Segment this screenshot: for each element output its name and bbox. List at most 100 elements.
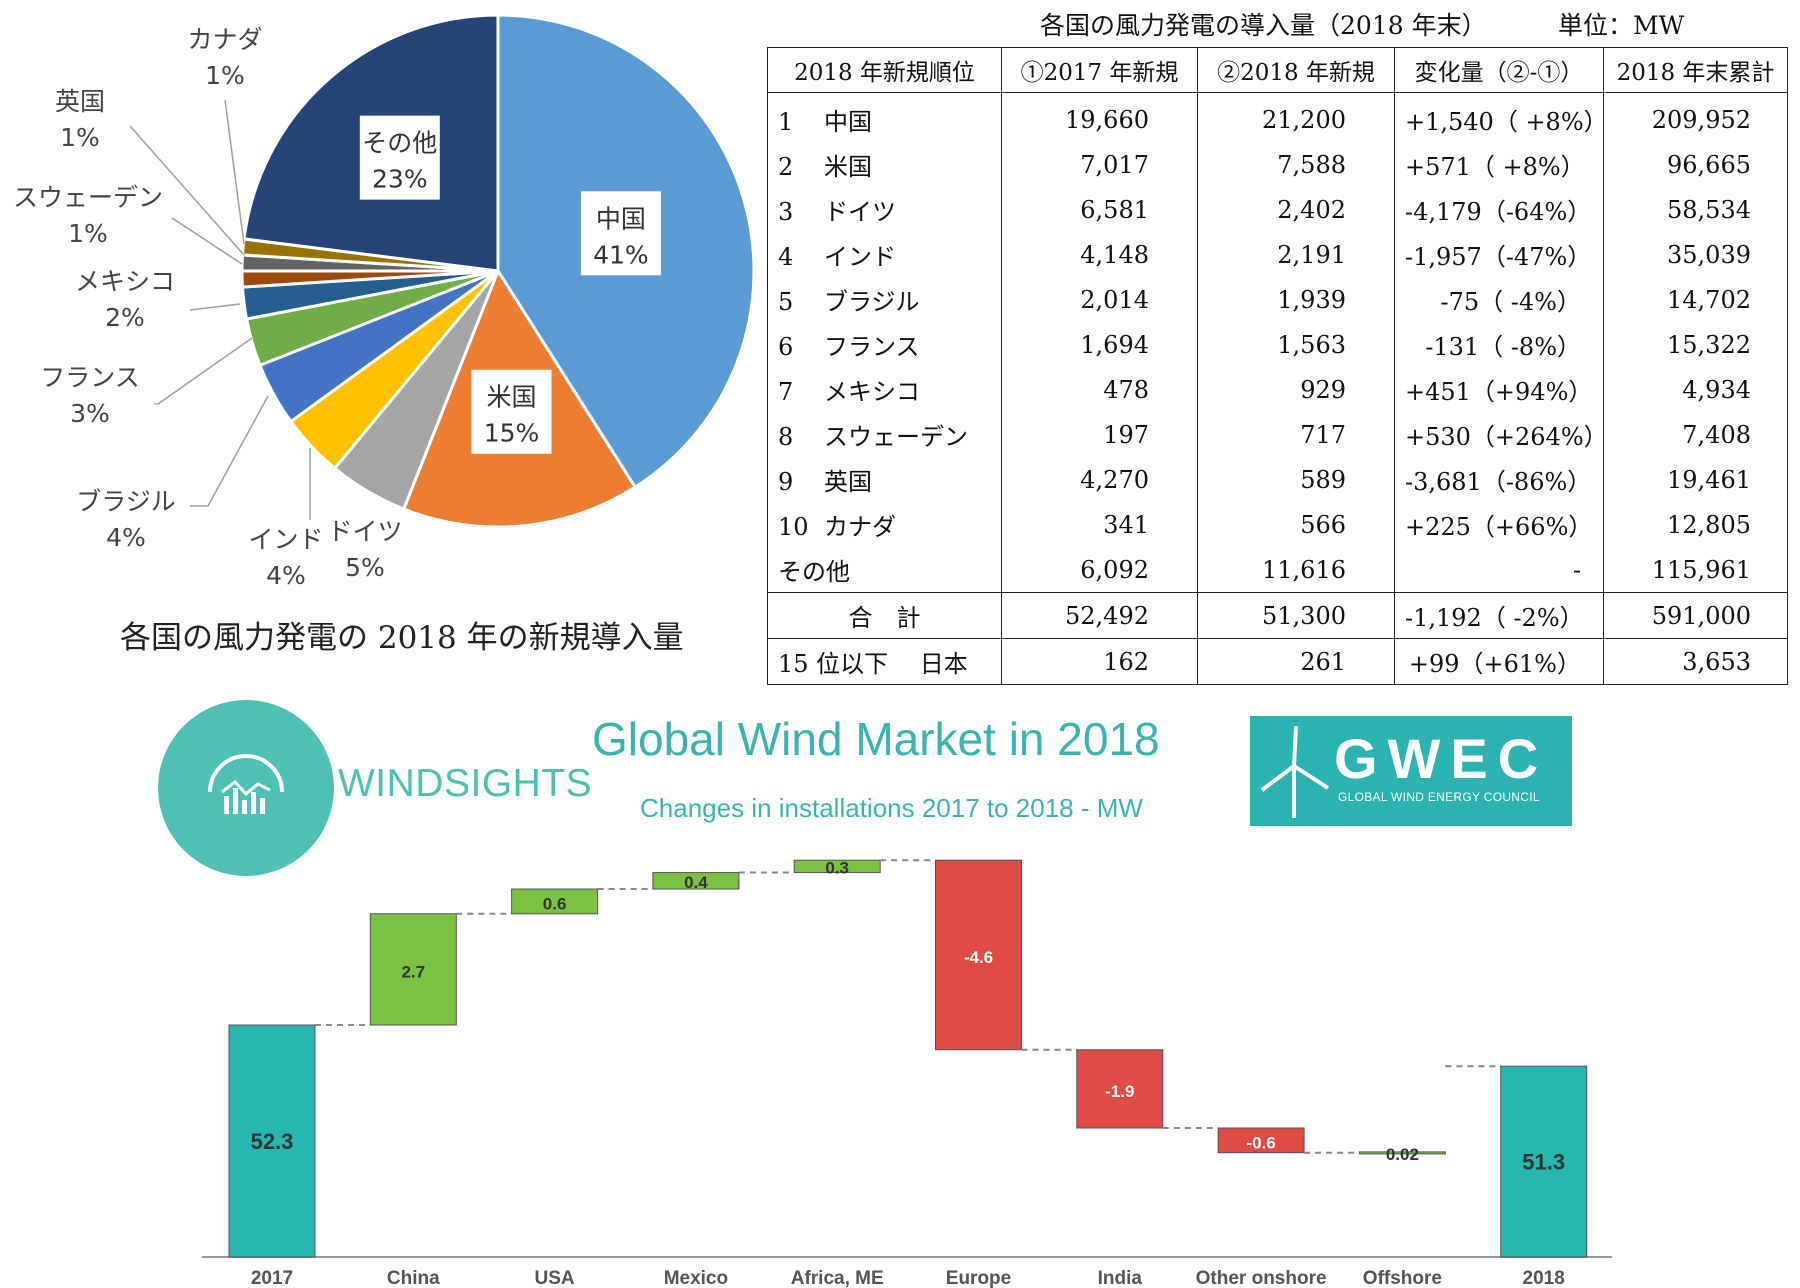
pie-caption: 各国の風力発電の 2018 年の新規導入量 [120,620,684,656]
leader-line [224,99,245,245]
waterfall-bar [652,872,740,890]
waterfall-data-label: 0.02 [1386,1145,1419,1164]
cell-2017: 4,270 [1001,457,1198,502]
cell-2017: 6,581 [1001,187,1198,232]
gwec-name: GWEC [1334,727,1549,790]
cell-2018: 717 [1197,412,1395,457]
waterfall-bar [369,913,457,1026]
total-label: 合 計 [767,592,1002,639]
cell-cumulative: 115,961 [1603,547,1788,593]
cell-rank-country: 2 米国 [767,142,1002,187]
cell-2018: 2,402 [1197,187,1395,232]
total-cumulative: 591,000 [1603,592,1788,639]
cell-rank-country: 9 英国 [767,457,1002,502]
cell-cumulative: 19,461 [1603,457,1788,502]
pie-label-value: 2% [105,303,145,332]
pie-label-name: インド [248,525,323,554]
wind-turbine-icon [1260,726,1330,818]
cell-change: +451（+94%） [1394,367,1604,412]
waterfall-data-label: 51.3 [1522,1150,1565,1175]
pie-label-name: メキシコ [75,267,175,296]
cell-2018: 11,616 [1197,547,1395,593]
gwec-logo: GWEC GLOBAL WIND ENERGY COUNCIL [1250,716,1572,826]
table-row: 3 ドイツ 6,581 2,402 -4,179（-64%） 58,534 [767,187,1788,232]
leader-line [154,337,253,405]
waterfall-category-label: 2017 [251,1268,293,1288]
japan-change: +99（+61%） [1394,638,1604,685]
cell-rank-country: その他 [767,547,1002,593]
cell-2017: 197 [1001,412,1198,457]
cell-change: -3,681（-86%） [1394,457,1604,502]
cell-country: ブラジル [824,288,920,316]
cell-rank: 4 [778,243,794,271]
pie-outside-label-germany: ドイツ 5% [327,517,402,582]
table-row: 2 米国 7,017 7,588 +571（ +8%） 96,665 [767,142,1788,187]
waterfall-bar [1358,1151,1446,1155]
cell-change: -1,957（-47%） [1394,232,1604,277]
cell-rank: 9 [778,468,794,496]
cell-rank: 3 [778,198,794,226]
pie-label-name: フランス [40,363,140,392]
waterfall-data-label: -1.9 [1105,1082,1134,1101]
header-2018: ②2018 年新規 [1197,47,1395,93]
table-japan-row: 15 位以下 日本 162 261 +99（+61%） 3,653 [767,638,1788,685]
pie-inside-label-other: その他 23% [359,115,440,200]
cell-rank: 5 [778,288,794,316]
pie-outside-label-mexico: メキシコ 2% [75,267,241,332]
cell-change: -75（ -4%） [1394,277,1604,322]
waterfall-category-label: Offshore [1363,1268,1442,1288]
cell-2017: 6,092 [1001,547,1198,593]
cell-change: -131（ -8%） [1394,322,1604,367]
table-row: その他 6,092 11,616-115,961 [767,547,1788,593]
table-row: 7 メキシコ 478 929 +451（+94%） 4,934 [767,367,1788,412]
cell-2018: 1,563 [1197,322,1395,367]
waterfall-data-label: 0.6 [543,894,567,913]
pie-label-value: 3% [70,399,110,428]
cell-country: 米国 [824,153,872,181]
cell-rank: 2 [778,153,794,181]
total-change: -1,192（ -2%） [1394,592,1604,639]
pie-label-value: 23% [372,165,428,194]
waterfall-bar [228,1024,316,1258]
waterfall-bar [935,859,1022,1051]
cell-cumulative: 14,702 [1603,277,1788,322]
cell-2017: 1,694 [1001,322,1198,367]
pie-outside-label-india: インド 4% [248,448,324,590]
leader-line [189,303,241,311]
waterfall-category-label: Europe [946,1268,1011,1288]
cell-cumulative: 12,805 [1603,502,1788,547]
cell-country: その他 [778,558,850,586]
cell-change: +530（+264%） [1394,412,1608,457]
waterfall-category-label: 2018 [1523,1268,1565,1288]
cell-rank-country: 4 インド [767,232,1002,277]
cell-2018: 566 [1197,502,1395,547]
cell-rank: 8 [778,423,794,451]
waterfall-data-label: 52.3 [251,1129,294,1154]
cell-rank: 6 [778,333,794,361]
waterfall-data-label: 0.4 [684,873,708,892]
waterfall-category-label: China [387,1268,440,1288]
pie-label-value: 15% [484,419,540,448]
leader-line [171,217,243,265]
waterfall-category-label: USA [535,1268,575,1288]
waterfall-bar [1076,1049,1164,1129]
table-row: 1 中国 19,660 21,200 +1,540（ +8%） 209,952 [767,92,1788,142]
cell-country: カナダ [824,513,896,541]
pie-label-value: 1% [68,219,108,248]
cell-2017: 2,014 [1001,277,1198,322]
installation-table: 2018 年新規順位 ①2017 年新規 ②2018 年新規 変化量（②-①） … [767,47,1788,685]
leader-line [190,395,269,507]
pie-outside-label-brazil: ブラジル 4% [76,395,269,552]
cell-cumulative: 209,952 [1603,92,1788,142]
waterfall-category-label: Other onshore [1196,1268,1327,1288]
pie-label-name: ブラジル [76,487,176,516]
cell-cumulative: 96,665 [1603,142,1788,187]
cell-change: - [1394,547,1604,593]
japan-label: 15 位以下 日本 [767,638,1002,685]
cell-2018: 589 [1197,457,1395,502]
cell-cumulative: 35,039 [1603,232,1788,277]
chart-analytics-icon [208,754,284,814]
waterfall-data-label: -0.6 [1246,1133,1275,1152]
pie-inside-label-china: 中国 41% [580,191,661,276]
pie-label-name: その他 [362,129,437,158]
